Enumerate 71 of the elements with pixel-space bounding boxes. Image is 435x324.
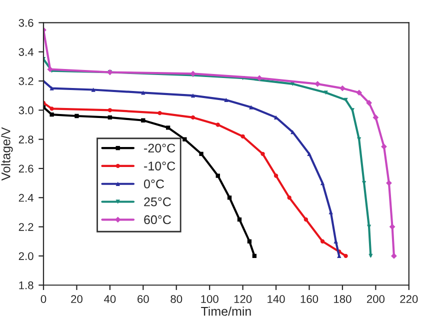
point [372, 114, 379, 120]
point [247, 239, 252, 244]
point [182, 137, 187, 142]
point [91, 88, 96, 92]
y-axis-title: Voltage/V [1, 127, 13, 181]
point [50, 106, 54, 111]
point [190, 115, 196, 120]
point [240, 134, 245, 138]
point [50, 86, 54, 90]
point [320, 180, 325, 186]
line-series [44, 57, 373, 258]
point [304, 217, 308, 222]
legend-label: -10°C [144, 162, 176, 170]
point [141, 118, 146, 122]
point [190, 93, 196, 98]
point [216, 122, 220, 127]
x-tick-label: 100 [201, 295, 218, 304]
point [199, 152, 204, 156]
x-tick-label: 120 [234, 295, 252, 304]
y-tick-label: 2.0 [18, 252, 34, 260]
legend-label: 25°C [144, 197, 171, 206]
point [366, 100, 372, 106]
y-tick-label: 3.0 [18, 106, 34, 114]
point [356, 90, 362, 96]
x-tick-label: 80 [170, 295, 182, 304]
y-tick-label: 2.4 [18, 194, 34, 202]
legend-label: 60°C [144, 215, 171, 224]
point [224, 98, 228, 102]
y-tick-label: 3.2 [18, 77, 34, 86]
x-tick-label: 20 [71, 295, 82, 304]
point [108, 115, 112, 120]
point [324, 90, 328, 95]
x-axis-title: Time/min [201, 306, 251, 316]
point [166, 126, 170, 130]
x-tick-label: 140 [268, 295, 285, 304]
x-tick-label: 220 [400, 295, 418, 304]
x-tick-label: 60 [138, 295, 149, 304]
x-tick-label: 180 [334, 295, 352, 304]
point [344, 98, 348, 102]
point [274, 174, 278, 178]
x-tick-label: 40 [104, 295, 116, 304]
point [190, 70, 196, 77]
point [287, 196, 292, 200]
y-tick-label: 3.6 [18, 18, 34, 27]
point [344, 254, 348, 258]
point [314, 80, 320, 87]
point [227, 196, 232, 200]
point [108, 108, 112, 112]
x-tick-label: 0 [40, 295, 46, 304]
y-tick-label: 1.8 [19, 281, 34, 290]
point [260, 152, 265, 156]
point [340, 85, 346, 92]
point [368, 254, 373, 258]
x-tick-label: 200 [366, 295, 385, 304]
point [391, 253, 397, 259]
point [74, 114, 79, 118]
x-tick-label: 160 [300, 295, 318, 304]
legend-label: -20°C [144, 144, 176, 153]
point [50, 112, 54, 117]
point [216, 174, 220, 178]
legend-label: 0°C [144, 180, 164, 188]
point [320, 239, 325, 244]
y-tick-label: 2.6 [18, 164, 34, 173]
point [249, 105, 254, 110]
y-tick-label: 2.8 [18, 136, 34, 144]
point [307, 152, 312, 156]
y-tick-label: 3.4 [18, 48, 34, 56]
point [158, 110, 162, 116]
y-tick-label: 2.2 [18, 223, 34, 231]
point [237, 217, 242, 222]
point [252, 254, 257, 258]
